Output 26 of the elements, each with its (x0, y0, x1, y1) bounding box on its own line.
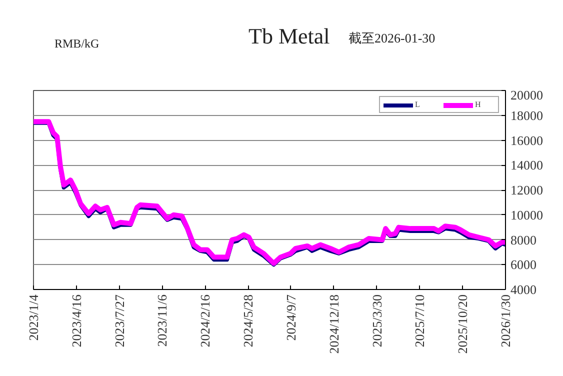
chart-subtitle: 截至2026-01-30 (348, 30, 436, 46)
y-tick-label: 12000 (510, 182, 543, 198)
x-tick-label: 2026/1/30 (498, 294, 513, 348)
y-tick-label: 20000 (510, 88, 543, 102)
legend-label: L (415, 100, 421, 109)
y-axis-title: RMB/kG (54, 36, 100, 50)
x-tick-label: 2025/7/10 (412, 294, 428, 348)
x-tick-label: 2025/10/20 (455, 294, 470, 354)
y-tick-label: 4000 (510, 282, 536, 297)
x-tick-label: 2024/5/28 (240, 294, 256, 348)
x-tick-label: 2024/2/16 (198, 294, 213, 348)
x-tick-label: 2023/7/27 (112, 294, 127, 348)
x-tick-label: 2023/4/16 (68, 294, 84, 348)
x-tick-label: 2023/1/4 (26, 294, 41, 341)
y-tick-label: 10000 (510, 207, 543, 222)
chart-title: Tb Metal (248, 24, 330, 48)
y-tick-label: 14000 (510, 158, 543, 173)
x-tick-label: 2023/11/6 (154, 294, 170, 347)
x-tick-label: 2024/9/7 (283, 294, 298, 341)
y-tick-label: 8000 (510, 232, 536, 248)
x-tick-label: 2025/3/30 (369, 294, 384, 348)
y-tick-label: 6000 (510, 257, 536, 272)
x-tick-label: 2024/12/18 (326, 294, 342, 354)
y-tick-label: 18000 (510, 108, 543, 123)
y-tick-label: 16000 (510, 132, 543, 148)
legend-label: H (475, 100, 482, 109)
